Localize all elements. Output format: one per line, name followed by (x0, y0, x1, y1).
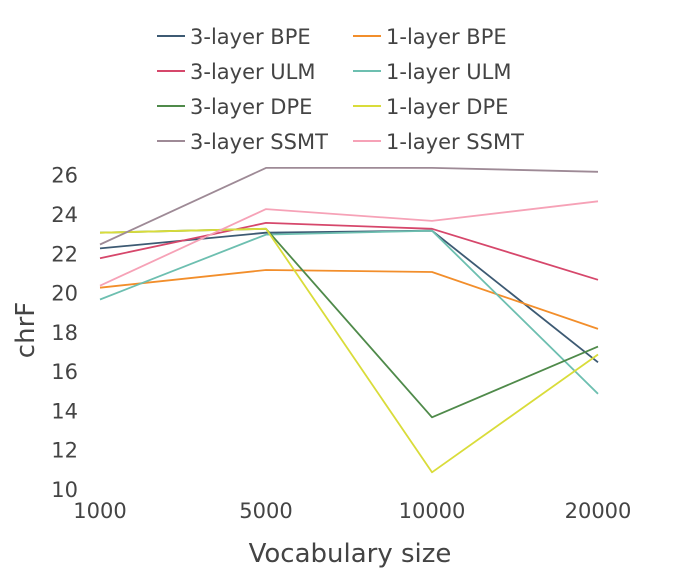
legend-label: 3-layer DPE (190, 95, 312, 119)
y-tick-label: 12 (51, 439, 78, 463)
y-tick-label: 24 (51, 203, 78, 227)
x-axis-title: Vocabulary size (249, 539, 452, 569)
legend-item-1-layer-bpe[interactable]: 1-layer BPE (353, 25, 507, 49)
y-tick-label: 18 (51, 321, 78, 345)
legend-label: 3-layer BPE (190, 25, 311, 49)
series-line-1-layer-bpe[interactable] (99, 269, 599, 330)
legend-label: 3-layer ULM (190, 60, 316, 84)
series-line-3-layer-ulm[interactable] (99, 221, 599, 281)
legend-item-3-layer-bpe[interactable]: 3-layer BPE (157, 25, 311, 49)
y-tick-label: 16 (51, 360, 78, 384)
legend-label: 1-layer ULM (386, 60, 512, 84)
x-tick-label: 1000 (73, 499, 126, 523)
legend[interactable]: 3-layer BPE 1-layer BPE 3-layer ULM 1-layer… (157, 25, 524, 154)
legend-label: 3-layer SSMT (190, 130, 328, 154)
plot-area (99, 166, 599, 474)
y-axis: 10 12 14 16 18 20 22 24 26 (51, 164, 78, 502)
y-tick-label: 10 (51, 478, 78, 502)
legend-item-1-layer-dpe[interactable]: 1-layer DPE (353, 95, 508, 119)
series-line-1-layer-dpe[interactable] (99, 227, 599, 474)
x-tick-label: 5000 (239, 499, 292, 523)
x-tick-label: 20000 (565, 499, 632, 523)
x-tick-label: 10000 (399, 499, 466, 523)
y-tick-label: 14 (51, 399, 78, 423)
x-axis: 1000 5000 10000 20000 (73, 499, 631, 523)
y-tick-label: 26 (51, 164, 78, 188)
legend-label: 1-layer SSMT (386, 130, 524, 154)
legend-label: 1-layer BPE (386, 25, 507, 49)
legend-item-3-layer-dpe[interactable]: 3-layer DPE (157, 95, 312, 119)
legend-item-1-layer-ulm[interactable]: 1-layer ULM (353, 60, 512, 84)
series-line-1-layer-ssmt[interactable] (99, 200, 599, 287)
series-line-1-layer-ulm[interactable] (99, 229, 599, 395)
series-line-3-layer-ssmt[interactable] (99, 166, 599, 246)
y-tick-label: 22 (51, 242, 78, 266)
legend-label: 1-layer DPE (386, 95, 508, 119)
legend-item-3-layer-ssmt[interactable]: 3-layer SSMT (157, 130, 328, 154)
y-tick-label: 20 (51, 282, 78, 306)
legend-item-3-layer-ulm[interactable]: 3-layer ULM (157, 60, 316, 84)
legend-item-1-layer-ssmt[interactable]: 1-layer SSMT (353, 130, 524, 154)
y-axis-title: chrF (11, 302, 41, 358)
